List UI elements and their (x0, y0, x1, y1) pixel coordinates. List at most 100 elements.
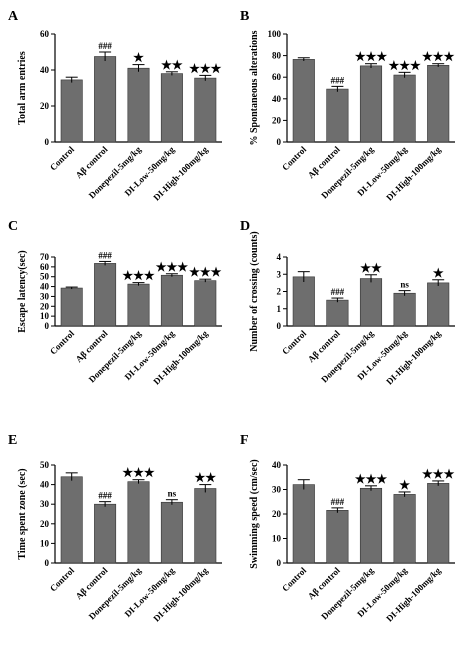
y-axis-label: Escape latency(sec) (17, 250, 28, 332)
panel-letter: A (8, 9, 19, 24)
bar (60, 287, 83, 327)
bar (292, 484, 315, 564)
y-tick-label: 20 (272, 115, 282, 125)
category-label: Control (48, 565, 77, 594)
y-tick-label: 30 (40, 499, 50, 509)
bar (393, 74, 416, 143)
bar (160, 274, 183, 327)
y-tick-label: 60 (272, 72, 282, 82)
y-tick-label: 50 (40, 460, 50, 470)
chart-panel-b: B 0 20 40 60 80 100 % Spontaneous alterations Co… (240, 9, 455, 203)
y-tick-label: 60 (40, 262, 50, 272)
y-tick-label: 100 (268, 29, 282, 39)
y-tick-label: 50 (40, 272, 50, 282)
bar (326, 88, 349, 143)
category-label: Control (48, 144, 77, 173)
panel-letter: E (8, 433, 17, 448)
y-tick-label: 0 (45, 137, 50, 147)
significance-label: ★★ (360, 261, 382, 275)
significance-label: ★★★ (355, 472, 388, 486)
significance-label: ★★★ (122, 466, 155, 480)
y-axis-label: Swimming speed (cm/sec) (249, 459, 260, 568)
y-axis-label: Time spent zone (sec) (17, 468, 28, 559)
significance-label: ★★★ (355, 50, 388, 64)
y-tick-label: 40 (272, 94, 282, 104)
y-tick-label: 0 (277, 321, 282, 331)
y-tick-label: 20 (40, 101, 50, 111)
y-tick-label: 20 (40, 519, 50, 529)
bar (326, 510, 349, 564)
y-tick-label: 20 (272, 509, 282, 519)
bar (427, 483, 450, 564)
significance-label: ★★★ (189, 61, 222, 75)
significance-label: ★★★ (422, 467, 455, 481)
significance-label: ★★★ (122, 269, 155, 283)
panel-letter: B (240, 9, 249, 24)
y-tick-label: 4 (277, 252, 282, 262)
significance-label: ns (400, 280, 409, 290)
significance-label: ★ (433, 266, 444, 280)
y-tick-label: 10 (272, 534, 282, 544)
bar (393, 292, 416, 327)
significance-label: ★★ (161, 58, 183, 72)
panel-letter: C (8, 219, 18, 234)
y-axis-label: Number of crossing (counts) (249, 231, 260, 351)
bar (359, 278, 383, 327)
significance-label: ns (168, 489, 177, 499)
category-label: Control (280, 144, 309, 173)
chart-panel-e: E 0 10 20 30 40 50 Time spent zone (sec) Control… (8, 433, 222, 624)
bar (60, 476, 83, 564)
category-label: Control (280, 328, 309, 357)
bar (427, 282, 450, 327)
bar (194, 280, 217, 327)
bar (326, 299, 349, 327)
y-tick-label: 0 (45, 321, 50, 331)
y-tick-label: 0 (277, 558, 282, 568)
panel-letter: F (240, 433, 249, 448)
y-tick-label: 80 (272, 51, 282, 61)
y-axis-label: Total arm entries (17, 51, 28, 125)
significance-label: ★ (133, 51, 144, 65)
y-tick-label: 1 (277, 304, 282, 314)
y-tick-label: 0 (45, 558, 50, 568)
bar (393, 494, 416, 564)
significance-label: ★★★ (422, 50, 455, 64)
bar (427, 65, 450, 143)
y-tick-label: 40 (40, 480, 50, 490)
panel-letter: D (240, 219, 250, 234)
y-tick-label: 70 (40, 252, 50, 262)
y-tick-label: 40 (272, 460, 282, 470)
y-tick-label: 2 (277, 287, 282, 297)
significance-label: ★★★ (156, 260, 189, 274)
y-tick-label: 40 (40, 282, 50, 292)
significance-label: ★★ (195, 471, 217, 485)
category-label: Control (48, 328, 77, 357)
bar (127, 481, 150, 564)
y-tick-label: 10 (40, 311, 50, 321)
bar (127, 67, 150, 143)
bar (94, 263, 117, 327)
bar (194, 77, 217, 143)
y-tick-label: 30 (272, 485, 282, 495)
y-tick-label: 20 (40, 301, 50, 311)
significance-label: ★ (399, 478, 410, 492)
chart-panel-d: D 0 1 2 3 4 Number of crossing (counts) Control… (240, 219, 455, 387)
bar (94, 56, 117, 143)
bar (127, 283, 150, 327)
significance-label: ★★★ (388, 58, 421, 72)
significance-label: ★★★ (189, 265, 222, 279)
y-tick-label: 30 (40, 291, 50, 301)
y-axis-label: % Spontaneous alterations (249, 30, 260, 145)
bar (160, 501, 183, 564)
y-tick-label: 40 (40, 65, 50, 75)
significance-label: ### (98, 41, 112, 51)
y-tick-label: 0 (277, 137, 282, 147)
significance-label: ### (98, 491, 112, 501)
y-tick-label: 10 (40, 538, 50, 548)
bar (60, 79, 83, 143)
significance-label: ### (331, 497, 345, 507)
y-tick-label: 60 (40, 29, 50, 39)
